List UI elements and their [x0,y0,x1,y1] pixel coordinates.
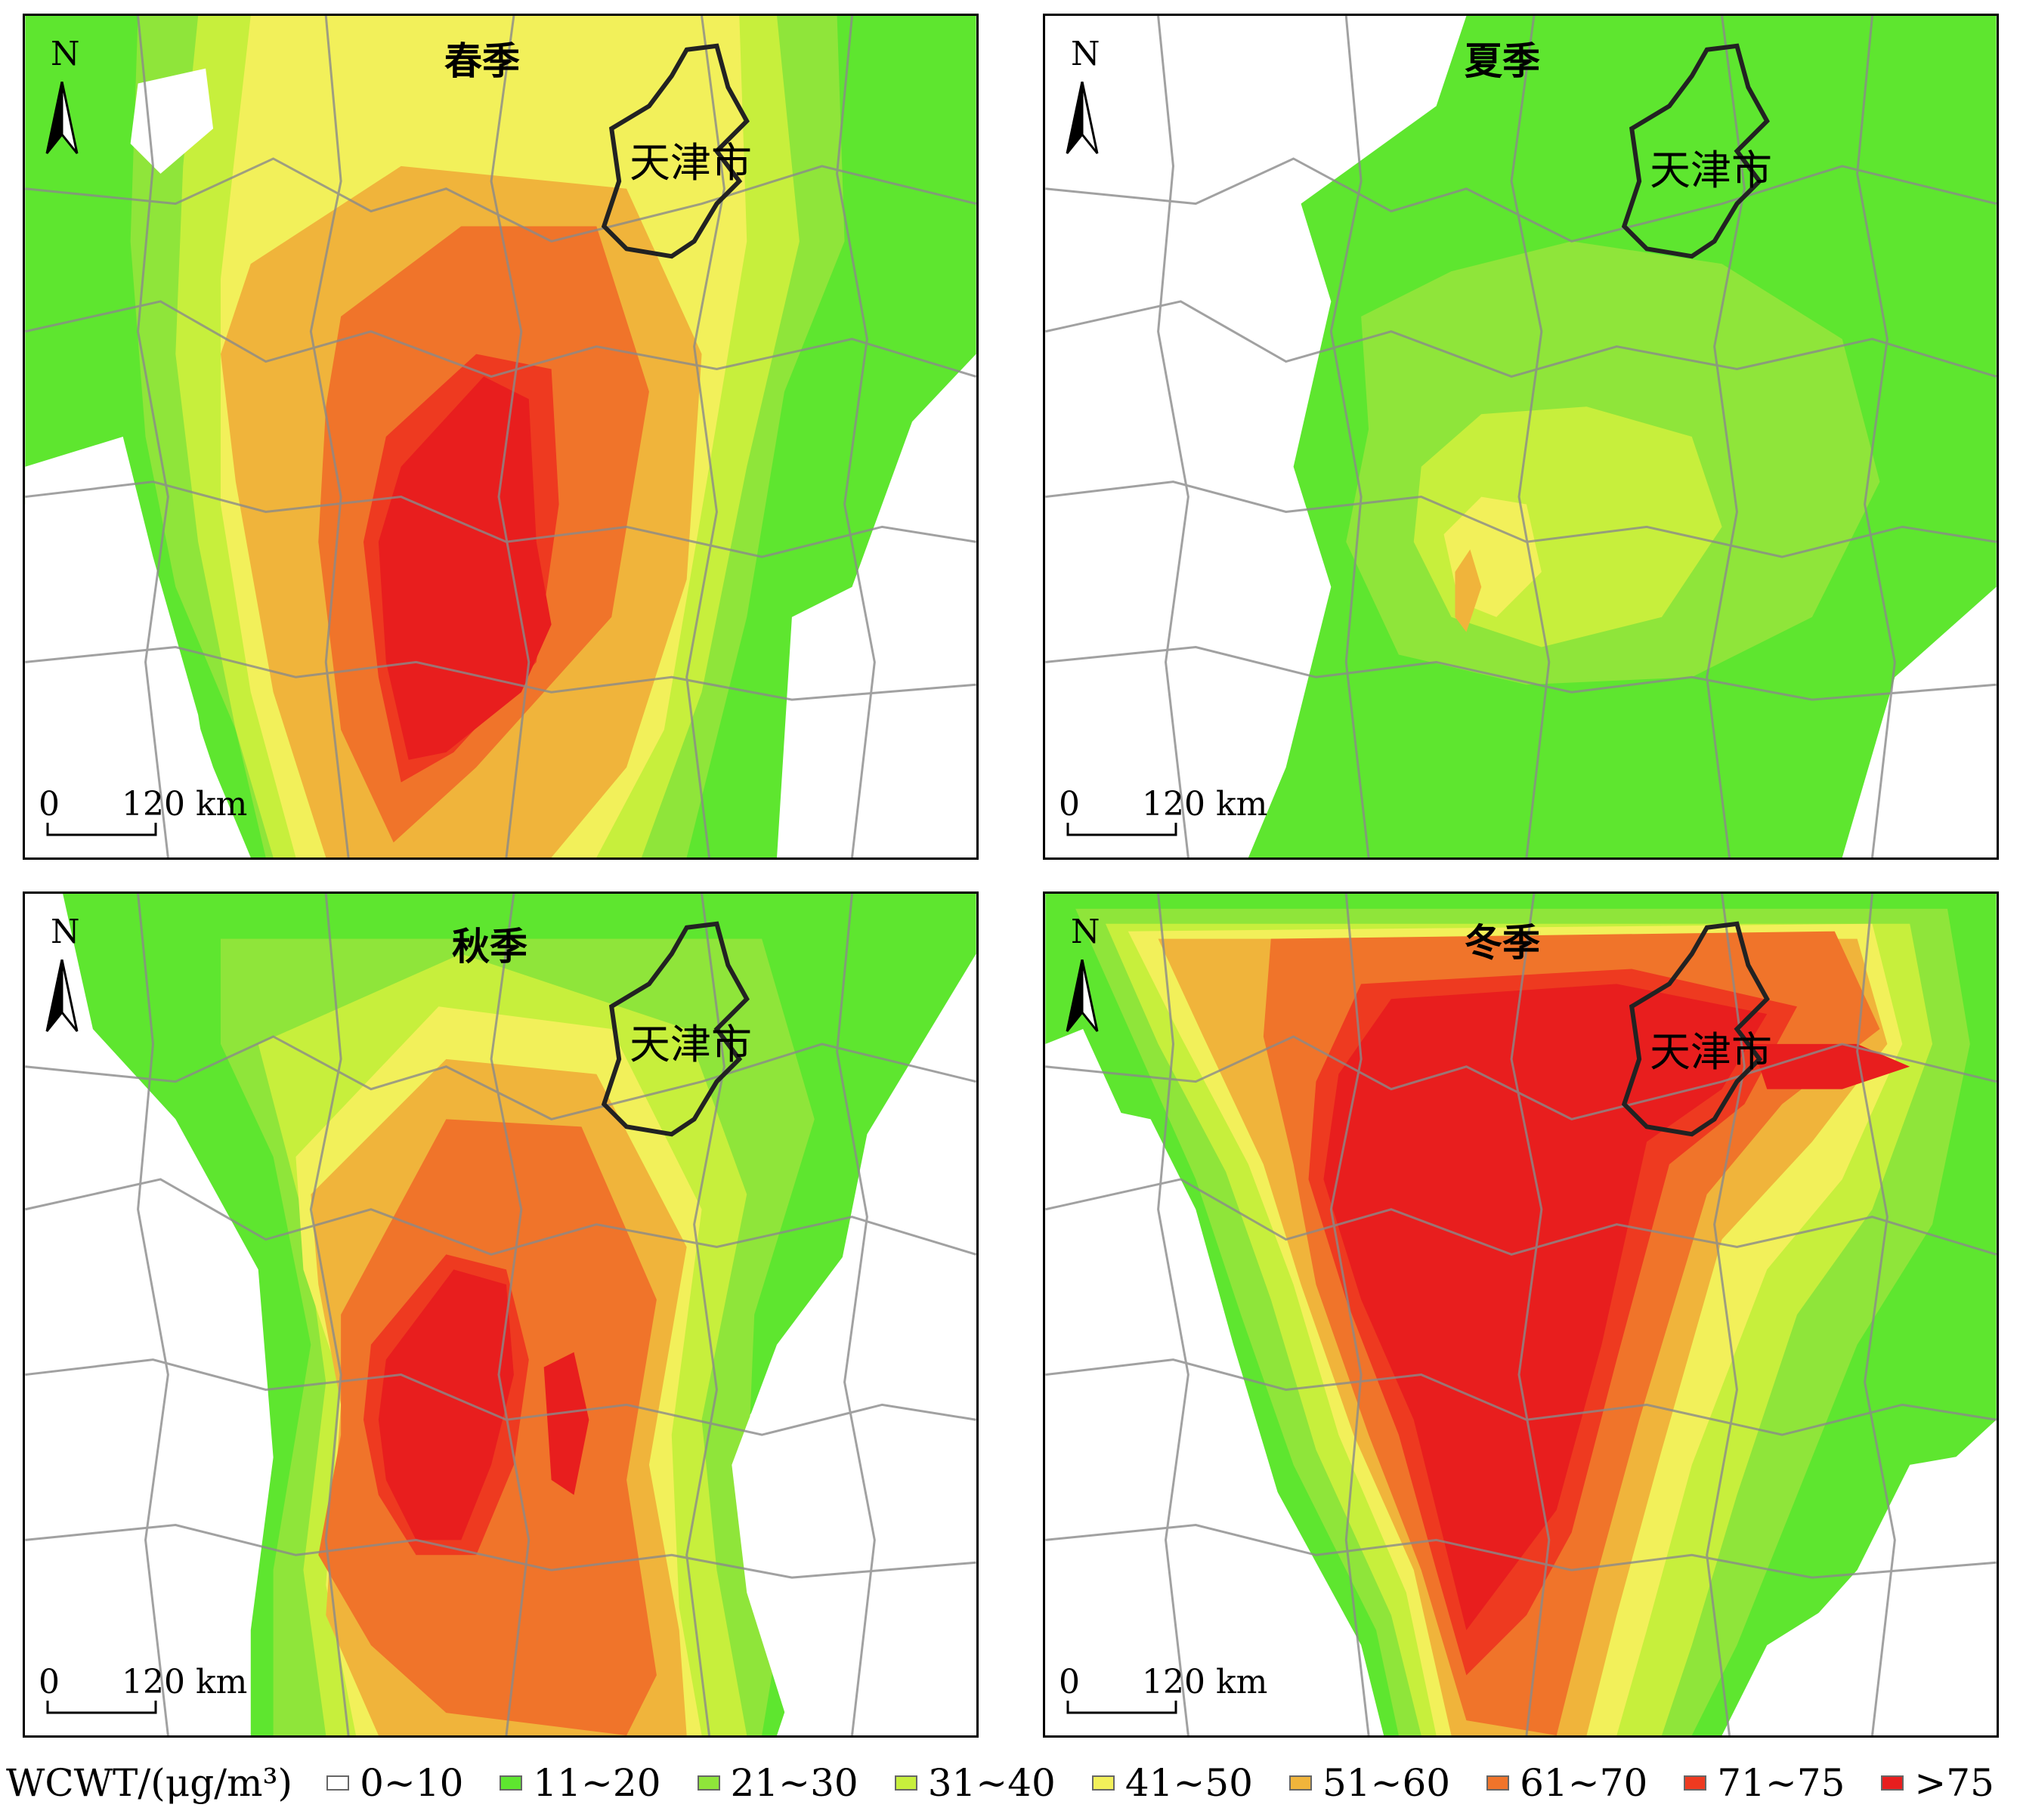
legend-swatch [1288,1775,1312,1791]
legend-label: 61~70 [1520,1761,1648,1805]
legend-swatch [1684,1775,1707,1791]
season-title: 春季 [444,39,520,83]
north-arrow-icon [1066,959,1099,1032]
scale-bar: 0 120 km [1059,783,1267,844]
map-panel-winter: 冬季 天津市 N 0 120 km [1043,891,1999,1738]
concentration-layers [25,16,976,857]
legend-label: 11~20 [533,1761,661,1805]
north-label: N [1071,35,1100,73]
scale-distance: 120 km [122,1663,248,1701]
scale-bar: 0 120 km [1059,1661,1267,1722]
legend-item: 61~70 [1486,1761,1647,1805]
scale-zero: 0 [1059,1663,1080,1701]
legend-label: 51~60 [1322,1761,1451,1805]
tianjin-boundary [601,921,750,1137]
scale-bar: 0 120 km [39,783,247,844]
legend-item: 41~50 [1091,1761,1253,1805]
legend-label: 21~30 [730,1761,858,1805]
season-title: 秋季 [452,924,527,969]
map-panel-summer: 夏季 天津市 N 0 120 km [1043,14,1999,860]
north-arrow: N [1060,35,1106,156]
scale-line [1066,823,1177,836]
level-gt75 [1323,984,1768,1630]
north-arrow: N [40,913,85,1034]
spring-concentration-map [25,16,976,857]
white-area-west [25,1134,251,1735]
province-boundaries [1045,894,1997,1735]
legend-item: 31~40 [894,1761,1056,1805]
concentration-layers [1248,16,1997,857]
tianjin-boundary [1621,43,1770,259]
north-arrow-icon [45,82,79,154]
north-arrow-icon [1066,82,1099,154]
concentration-layers [1045,894,1997,1735]
season-title: 冬季 [1465,920,1540,965]
scale-distance: 120 km [122,785,248,823]
scale-line [1066,1701,1177,1714]
map-panel-autumn: 秋季 天津市 N 0 120 km [23,891,979,1738]
north-label: N [51,913,80,951]
scale-line [46,1701,157,1714]
white-area-east [777,586,976,857]
hotspot-east [543,1352,589,1495]
map-panel-spring: 春季 天津市 N 0 120 km [23,14,979,860]
legend-item: 11~20 [500,1761,661,1805]
white-area-east [732,1247,976,1735]
scale-zero: 0 [39,785,60,823]
legend-swatch [1881,1775,1904,1791]
tianjin-label: 天津市 [630,139,752,187]
season-title: 夏季 [1465,39,1540,83]
legend-swatch [1486,1775,1510,1791]
province-boundaries [25,16,976,857]
concentration-layers [25,894,976,1735]
scale-distance: 120 km [1142,1663,1268,1701]
legend-item: 51~60 [1288,1761,1451,1805]
legend-label: 31~40 [927,1761,1056,1805]
legend-title: WCWT/(μg/m³) [6,1761,293,1805]
legend-label: 71~75 [1717,1761,1845,1805]
legend-swatch [894,1775,917,1791]
level-51-60 [1455,549,1482,632]
province-boundaries [25,894,976,1735]
tianjin-boundary [1621,921,1770,1137]
north-label: N [51,35,80,73]
scale-zero: 0 [1059,785,1080,823]
legend-label: 41~50 [1124,1761,1253,1805]
legend-item: 0~10 [326,1761,463,1805]
legend-item: 71~75 [1684,1761,1845,1805]
legend-label: 0~10 [360,1761,464,1805]
north-arrow: N [1060,913,1106,1034]
legend-swatch [697,1775,720,1791]
winter-concentration-map [1045,894,1997,1735]
level-gt75 [378,1269,514,1540]
scale-bar: 0 120 km [39,1661,247,1722]
scale-zero: 0 [39,1663,60,1701]
legend-item: >75 [1881,1761,1994,1805]
white-area-west [25,437,221,857]
legend-item: 21~30 [697,1761,858,1805]
tianjin-label: 天津市 [630,1021,752,1068]
autumn-concentration-map [25,894,976,1735]
hotspot-east [1752,1043,1910,1089]
tianjin-boundary [601,43,750,259]
province-boundaries [1045,16,1997,857]
legend-swatch [326,1775,350,1791]
tianjin-label: 天津市 [1650,147,1772,194]
legend-label: >75 [1914,1761,1994,1805]
tianjin-label: 天津市 [1650,1028,1772,1076]
summer-concentration-map [1045,16,1997,857]
scale-line [46,823,157,836]
scale-distance: 120 km [1142,785,1268,823]
white-area-west [1045,1096,1384,1735]
white-area-east [1737,1450,1997,1735]
north-label: N [1071,913,1100,951]
legend-swatch [1091,1775,1115,1791]
legend: WCWT/(μg/m³) 0~10 11~20 21~30 31~40 41~5… [6,1757,2016,1809]
legend-swatch [500,1775,523,1791]
north-arrow: N [40,35,85,156]
north-arrow-icon [45,959,79,1032]
